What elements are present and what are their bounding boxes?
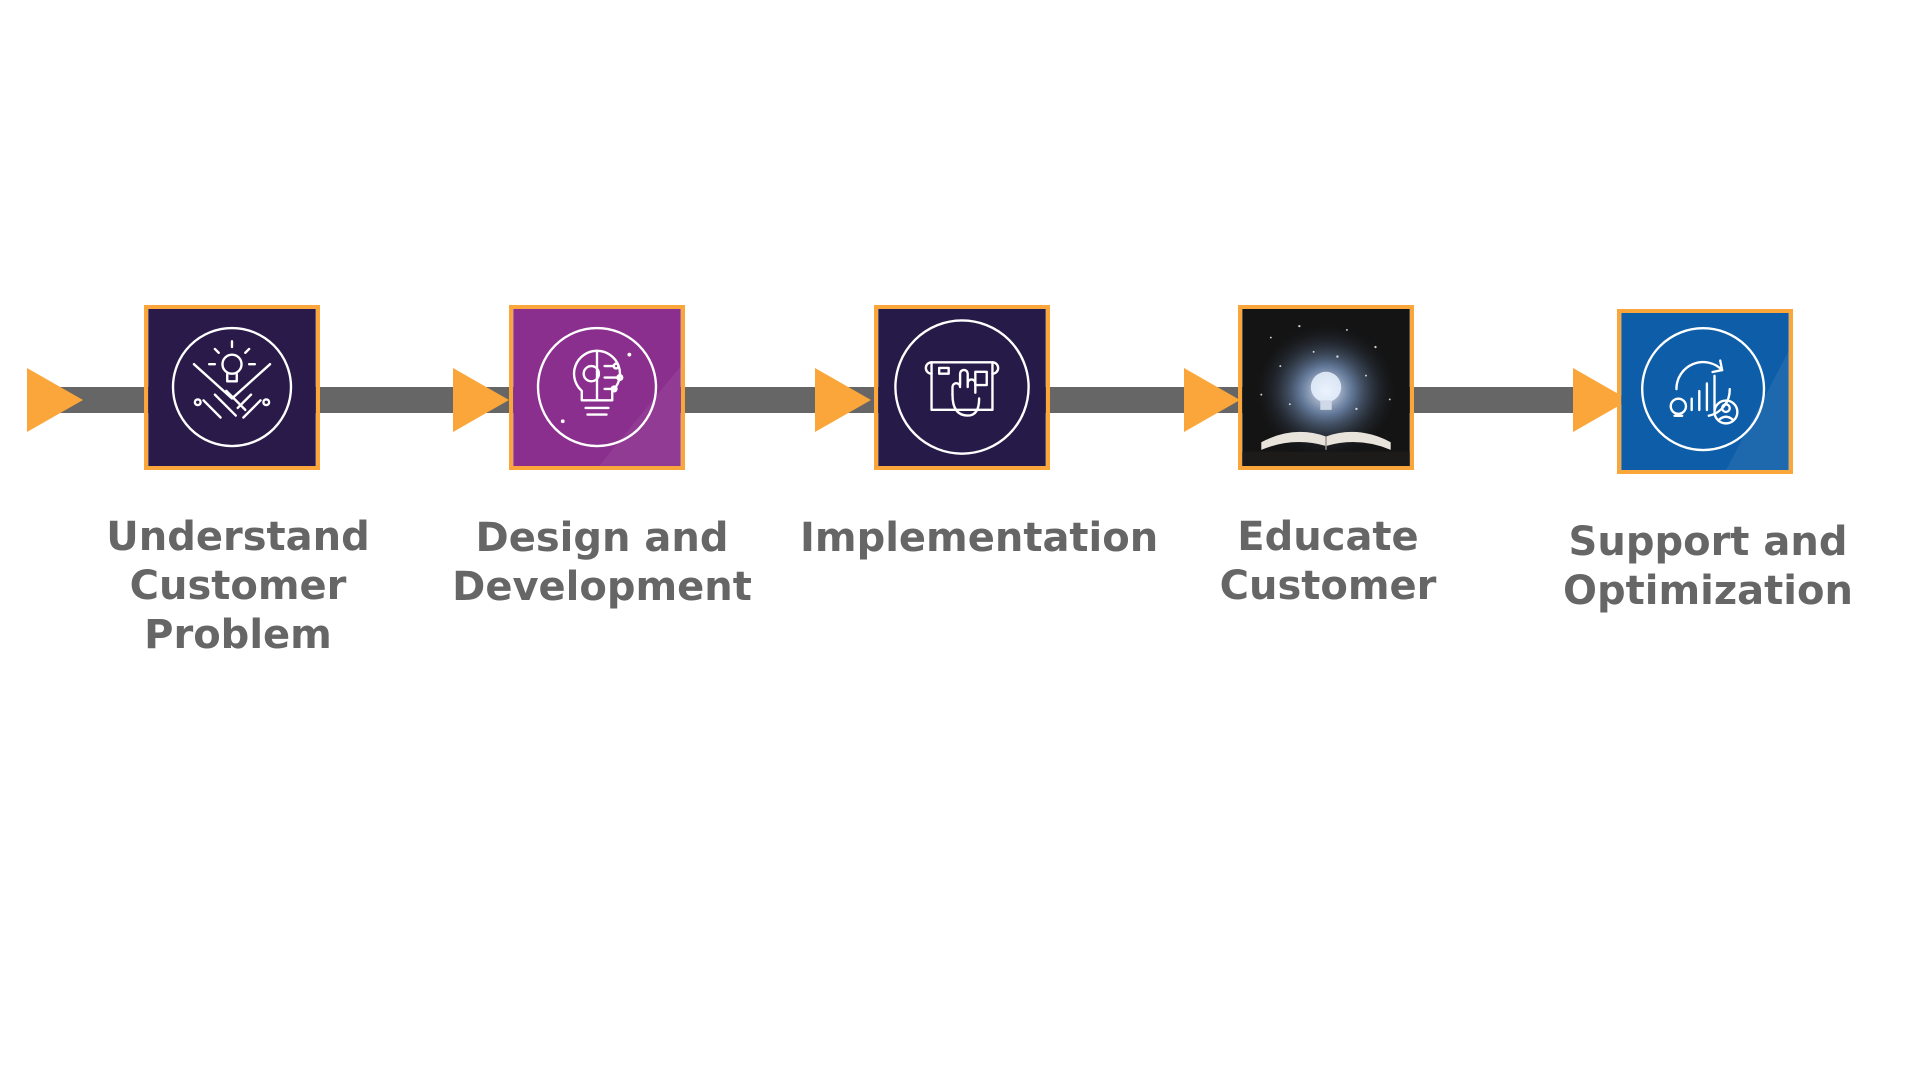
lightbulb-gear-icon xyxy=(513,309,681,466)
analytics-support-icon xyxy=(1621,313,1789,470)
step-4-label: Educate Customer xyxy=(1219,514,1437,609)
book-brain-bulb-photo xyxy=(1242,309,1410,466)
handshake-lightbulb-icon xyxy=(148,309,316,466)
step-1-label: Understand Customer Problem xyxy=(106,514,370,658)
step-3-label: Implementation xyxy=(800,515,1159,561)
step-3-tile xyxy=(874,305,1050,470)
step-5-tile xyxy=(1617,309,1793,474)
blueprint-hand-icon xyxy=(878,309,1046,466)
step-5-label: Support and Optimization xyxy=(1563,519,1853,614)
arrow-marker xyxy=(27,368,83,432)
step-2-tile xyxy=(509,305,685,470)
step-4-tile xyxy=(1238,305,1414,470)
arrow-marker xyxy=(1184,368,1240,432)
arrow-marker xyxy=(453,368,509,432)
arrow-marker xyxy=(815,368,871,432)
step-1-tile xyxy=(144,305,320,470)
step-2-label: Design and Development xyxy=(452,515,752,610)
